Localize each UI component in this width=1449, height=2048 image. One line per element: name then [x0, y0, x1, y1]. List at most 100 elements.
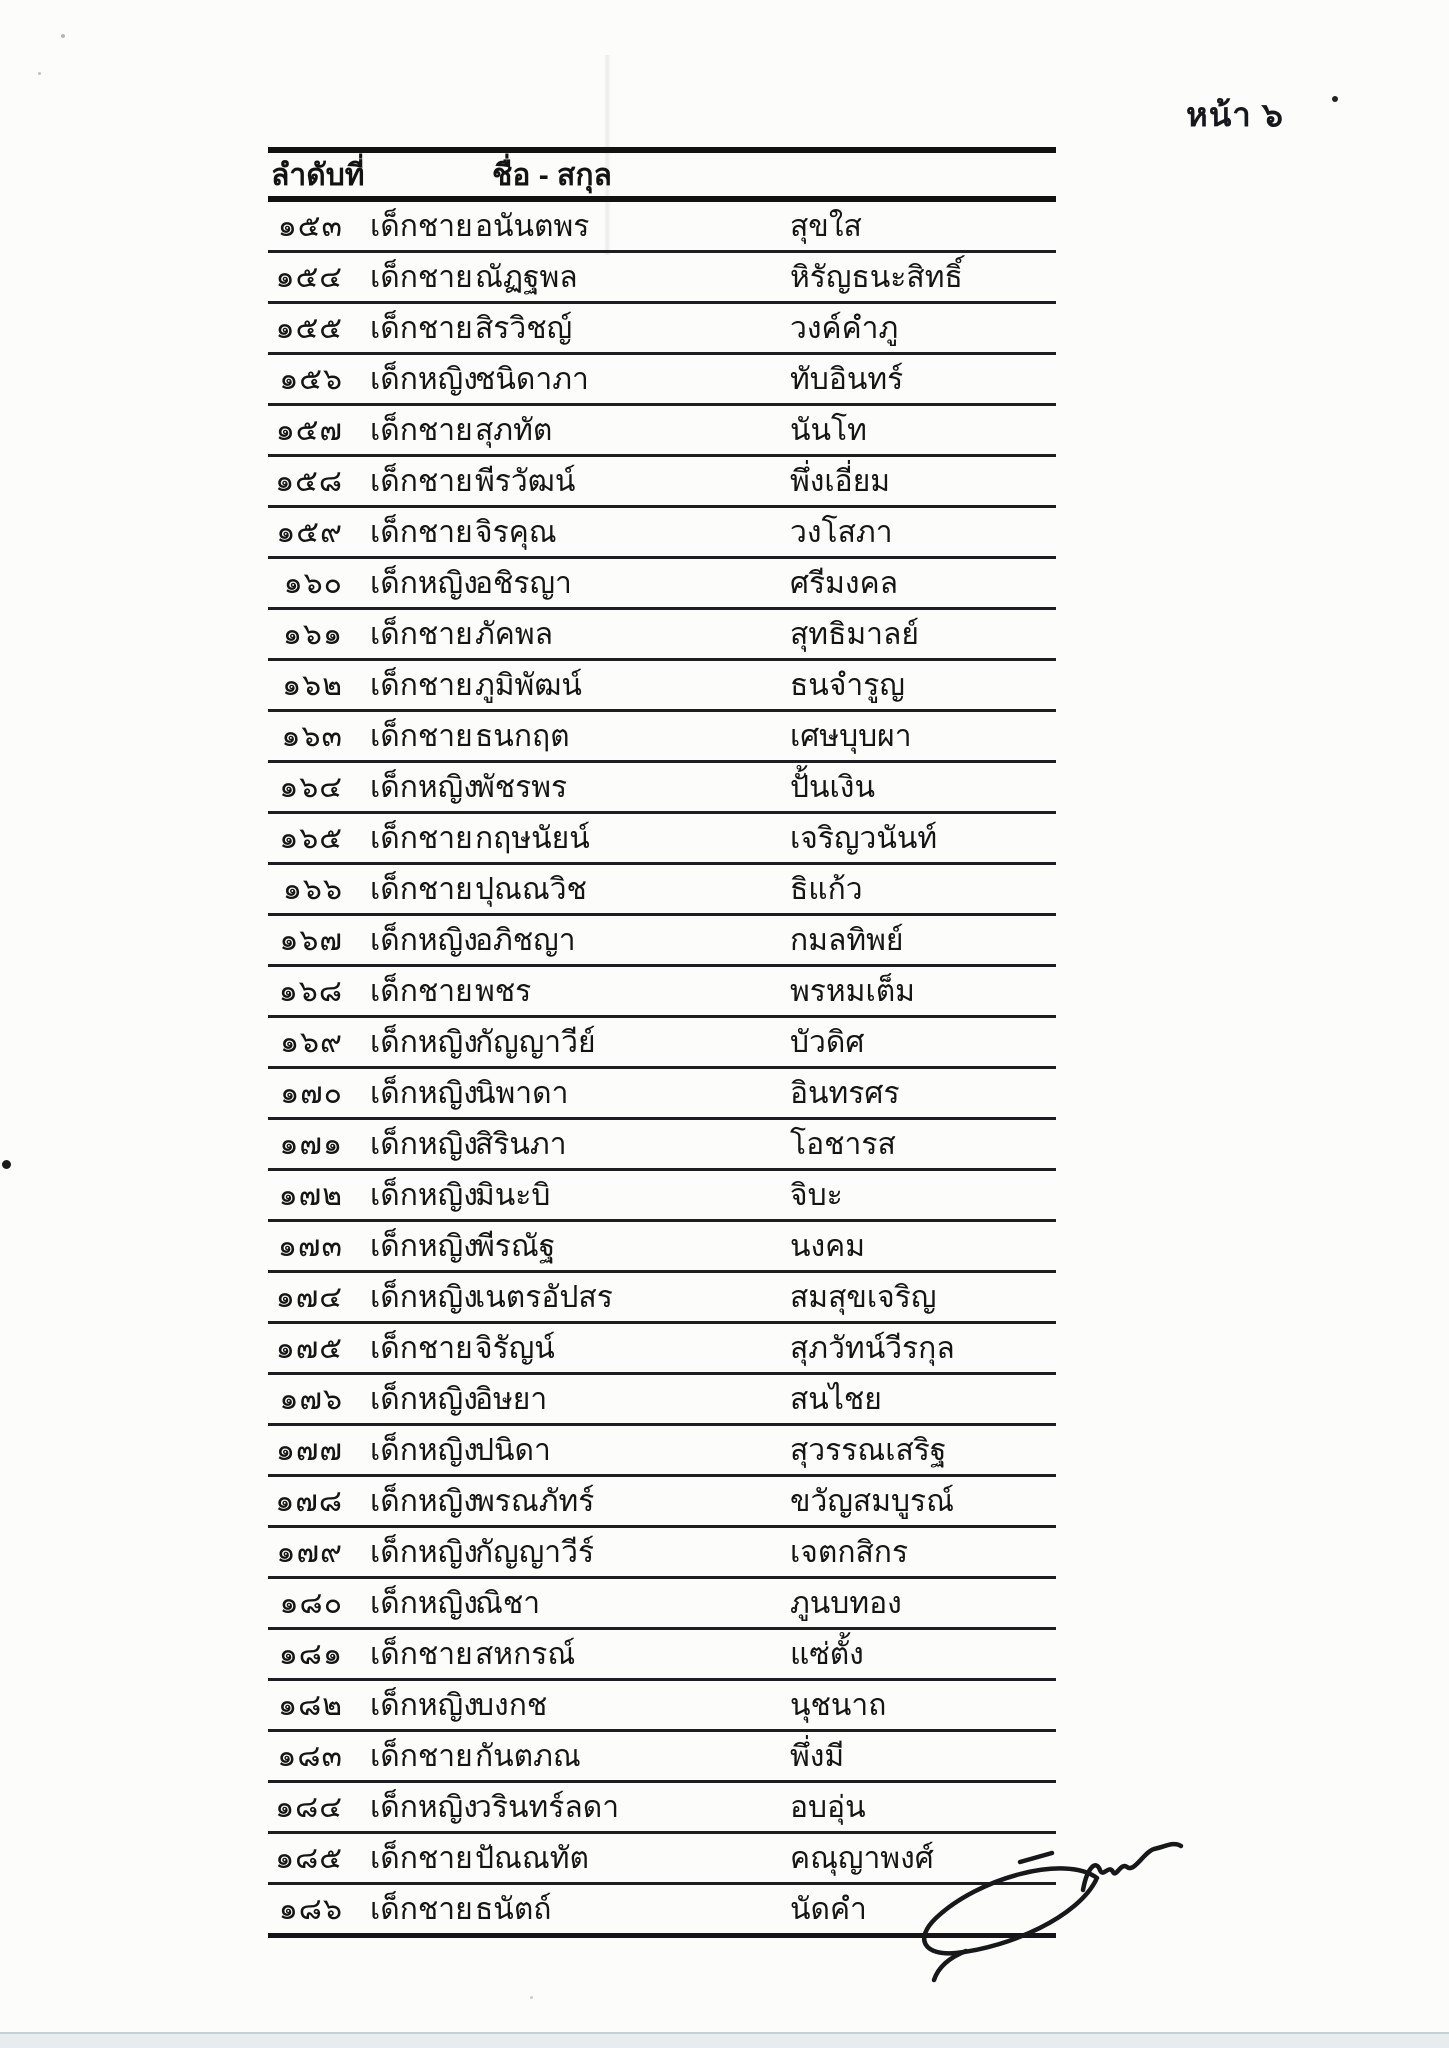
- row-title-prefix: เด็กหญิง: [370, 1229, 478, 1263]
- row-last-name: ขวัญสมบูรณ์: [790, 1484, 954, 1518]
- row-title-prefix: เด็กชาย: [370, 872, 473, 906]
- row-first-name: สุภทัต: [475, 413, 553, 447]
- row-number: ๑๗๐: [280, 1076, 343, 1110]
- table-row: ๑๗๖ เด็กหญิง อิษยา สนไชย: [268, 1375, 1056, 1426]
- row-first-name: พรณภัทร์: [475, 1484, 595, 1518]
- row-title-prefix: เด็กหญิง: [370, 1484, 478, 1518]
- row-title-prefix: เด็กหญิง: [370, 566, 478, 600]
- table-row: ๑๖๙ เด็กหญิง กัญญาวีย์ บัวดิศ: [268, 1018, 1056, 1069]
- table-row: ๑๕๔ เด็กชาย ณัฏฐพล หิรัญธนะสิทธิ์: [268, 253, 1056, 304]
- row-last-name: ธนจำรูญ: [790, 668, 905, 702]
- student-name-table: ลำดับที่ ชื่อ - สกุล ๑๕๓ เด็กชาย อนันตพร สุ…: [268, 147, 1056, 1938]
- row-last-name: อบอุ่น: [790, 1790, 866, 1824]
- table-row: ๑๗๐ เด็กหญิง นิพาดา อินทรศร: [268, 1069, 1056, 1120]
- row-first-name: พชร: [475, 974, 532, 1008]
- row-title-prefix: เด็กหญิง: [370, 1586, 478, 1620]
- row-number: ๑๘๑: [278, 1637, 343, 1671]
- row-first-name: มินะบิ: [475, 1178, 551, 1212]
- row-number: ๑๖๖: [282, 872, 343, 906]
- table-row: ๑๖๑ เด็กชาย ภัคพล สุทธิมาลย์: [268, 610, 1056, 661]
- table-body: ๑๕๓ เด็กชาย อนันตพร สุขใส ๑๕๔ เด็กชาย ณัฏฐพล หิ…: [268, 202, 1056, 1938]
- row-number: ๑๕๖: [279, 362, 343, 396]
- table-row: ๑๕๓ เด็กชาย อนันตพร สุขใส: [268, 202, 1056, 253]
- table-row: ๑๖๘ เด็กชาย พชร พรหมเต็ม: [268, 967, 1056, 1018]
- row-last-name: อินทรศร: [790, 1076, 900, 1110]
- table-row: ๑๕๙ เด็กชาย จิรคุณ วงโสภา: [268, 508, 1056, 559]
- row-number: ๑๕๔: [275, 260, 343, 294]
- row-last-name: พึ่งเอี่ยม: [790, 464, 891, 498]
- row-last-name: บัวดิศ: [790, 1025, 865, 1059]
- row-number: ๑๖๗: [279, 923, 343, 957]
- row-title-prefix: เด็กชาย: [370, 209, 473, 243]
- row-last-name: นันโท: [790, 413, 867, 447]
- row-title-prefix: เด็กชาย: [370, 974, 473, 1008]
- row-number: ๑๘๓: [277, 1739, 343, 1773]
- row-number: ๑๗๗: [275, 1433, 343, 1467]
- table-row: ๑๘๕ เด็กชาย ปัณณทัต คณุญาพงศ์: [268, 1834, 1056, 1885]
- row-last-name: ภูนบทอง: [790, 1586, 902, 1620]
- row-number: ๑๕๘: [275, 464, 343, 498]
- row-last-name: ปั้นเงิน: [790, 770, 875, 804]
- row-first-name: ภัคพล: [475, 617, 554, 651]
- row-number: ๑๗๓: [277, 1229, 343, 1263]
- row-first-name: ปนิดา: [475, 1433, 551, 1467]
- row-first-name: สิรินภา: [475, 1127, 567, 1161]
- table-row: ๑๘๒ เด็กหญิง บงกช นุชนาถ: [268, 1681, 1056, 1732]
- row-first-name: ธนกฤต: [475, 719, 570, 753]
- table-row: ๑๕๗ เด็กชาย สุภทัต นันโท: [268, 406, 1056, 457]
- row-number: ๑๖๒: [282, 668, 343, 702]
- table-row: ๑๗๔ เด็กหญิง เนตรอัปสร สมสุขเจริญ: [268, 1273, 1056, 1324]
- row-title-prefix: เด็กชาย: [370, 1637, 473, 1671]
- scan-speck: [38, 72, 41, 75]
- scan-speck: [2, 1160, 11, 1169]
- row-last-name: แซ่ตั้ง: [790, 1637, 864, 1671]
- row-last-name: หิรัญธนะสิทธิ์: [790, 260, 963, 294]
- row-last-name: พรหมเต็ม: [790, 974, 915, 1008]
- row-title-prefix: เด็กชาย: [370, 821, 473, 855]
- row-number: ๑๘๔: [275, 1790, 343, 1824]
- table-row: ๑๖๔ เด็กหญิง พัชรพร ปั้นเงิน: [268, 763, 1056, 814]
- row-title-prefix: เด็กหญิง: [370, 1382, 478, 1416]
- row-first-name: ณัฏฐพล: [475, 260, 578, 294]
- row-last-name: นุชนาถ: [790, 1688, 887, 1722]
- row-title-prefix: เด็กชาย: [370, 260, 473, 294]
- row-first-name: ณิชา: [475, 1586, 541, 1620]
- row-first-name: ปัณณทัต: [475, 1841, 589, 1875]
- row-first-name: กัญญาวีย์: [475, 1025, 596, 1059]
- row-title-prefix: เด็กชาย: [370, 464, 473, 498]
- row-last-name: สมสุขเจริญ: [790, 1280, 937, 1314]
- row-number: ๑๗๘: [275, 1484, 343, 1518]
- row-last-name: สุทธิมาลย์: [790, 617, 919, 651]
- row-first-name: จิรคุณ: [475, 515, 557, 549]
- row-number: ๑๘๖: [278, 1892, 343, 1926]
- table-row: ๑๗๒ เด็กหญิง มินะบิ จิบะ: [268, 1171, 1056, 1222]
- row-first-name: สหกรณ์: [475, 1637, 576, 1671]
- row-last-name: วงโสภา: [790, 515, 893, 549]
- row-number: ๑๖๘: [278, 974, 343, 1008]
- row-first-name: กัญญาวีร์: [475, 1535, 595, 1569]
- row-last-name: พึ่งมี: [790, 1739, 845, 1773]
- row-title-prefix: เด็กหญิง: [370, 362, 478, 396]
- row-first-name: อชิรญา: [475, 566, 572, 600]
- row-last-name: สุภวัทน์วีรกุล: [790, 1331, 955, 1365]
- table-row: ๑๗๙ เด็กหญิง กัญญาวีร์ เจตกสิกร: [268, 1528, 1056, 1579]
- row-title-prefix: เด็กชาย: [370, 719, 473, 753]
- row-number: ๑๖๐: [283, 566, 343, 600]
- table-row: ๑๗๘ เด็กหญิง พรณภัทร์ ขวัญสมบูรณ์: [268, 1477, 1056, 1528]
- column-header-name: ชื่อ - สกุล: [492, 159, 612, 192]
- row-first-name: จิรัญน์: [475, 1331, 555, 1365]
- row-number: ๑๖๓: [281, 719, 343, 753]
- row-title-prefix: เด็กชาย: [370, 515, 473, 549]
- table-row: ๑๘๖ เด็กชาย ธนัตถ์ นัดคำ: [268, 1885, 1056, 1938]
- row-title-prefix: เด็กชาย: [370, 1739, 473, 1773]
- row-number: ๑๗๑: [279, 1127, 343, 1161]
- row-title-prefix: เด็กหญิง: [370, 1433, 478, 1467]
- row-first-name: อภิชญา: [475, 923, 576, 957]
- row-title-prefix: เด็กหญิง: [370, 1025, 478, 1059]
- row-title-prefix: เด็กชาย: [370, 1331, 473, 1365]
- table-row: ๑๘๐ เด็กหญิง ณิชา ภูนบทอง: [268, 1579, 1056, 1630]
- table-row: ๑๖๗ เด็กหญิง อภิชญา กมลทิพย์: [268, 916, 1056, 967]
- row-number: ๑๗๙: [276, 1535, 343, 1569]
- row-last-name: โอชารส: [790, 1127, 896, 1161]
